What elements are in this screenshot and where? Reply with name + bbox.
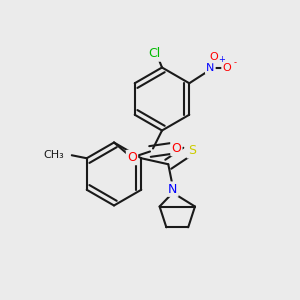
Text: O: O (59, 149, 69, 162)
Text: +: + (218, 55, 225, 64)
Text: S: S (188, 144, 196, 157)
Text: CH₃: CH₃ (43, 150, 64, 160)
Text: N: N (206, 63, 214, 73)
Text: Cl: Cl (148, 47, 160, 61)
Text: O: O (209, 52, 218, 62)
Text: O: O (222, 63, 231, 73)
Text: -: - (234, 58, 237, 67)
Text: O: O (172, 142, 181, 155)
Text: O: O (127, 151, 137, 164)
Text: N: N (168, 183, 178, 196)
